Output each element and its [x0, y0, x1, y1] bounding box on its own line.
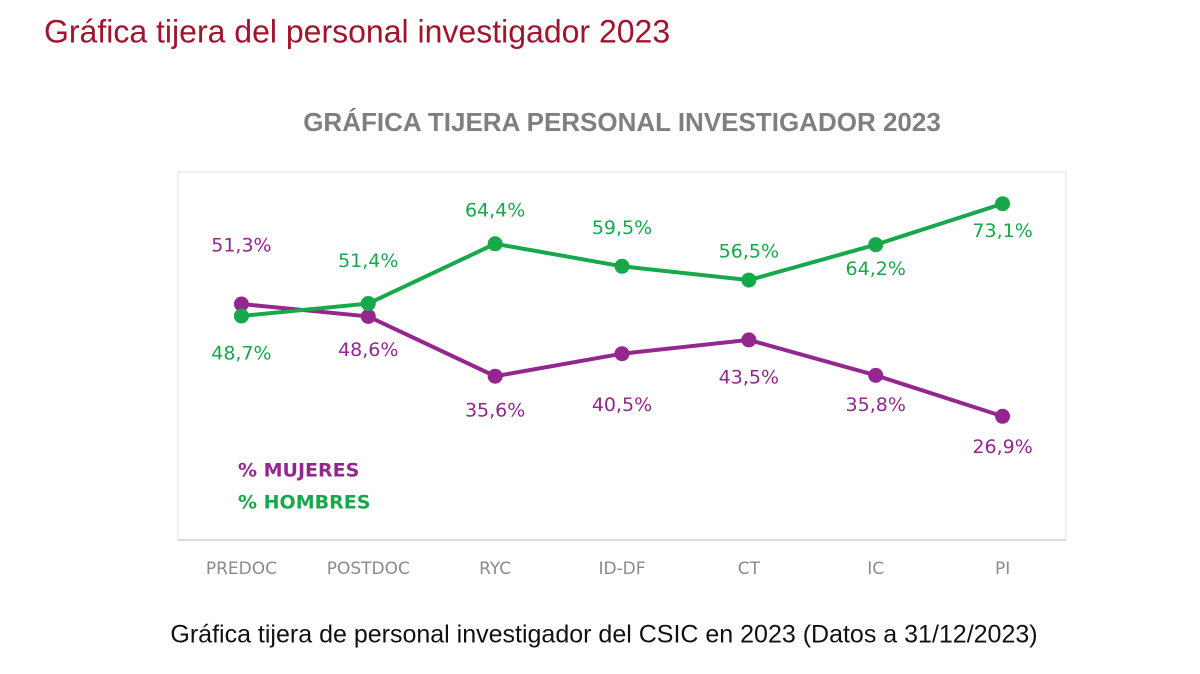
data-label: 64,4% — [465, 199, 525, 221]
x-tick-label: ID-DF — [598, 559, 645, 579]
data-label: 73,1% — [972, 220, 1032, 242]
x-tick-label: RYC — [479, 559, 511, 579]
marker — [360, 308, 376, 324]
x-tick-label: PREDOC — [206, 559, 277, 579]
data-label: 48,6% — [338, 339, 398, 361]
marker — [487, 236, 503, 252]
marker — [868, 367, 884, 383]
marker — [614, 346, 630, 362]
data-label: 43,5% — [719, 366, 779, 388]
marker — [741, 332, 757, 348]
data-label: 51,4% — [338, 250, 398, 272]
legend-entry: % MUJERES — [238, 460, 359, 482]
data-label: 26,9% — [972, 436, 1032, 458]
x-tick-label: PI — [995, 559, 1010, 579]
marker — [868, 237, 884, 253]
marker — [233, 296, 249, 312]
data-label: 40,5% — [592, 394, 652, 416]
data-label: 48,7% — [211, 342, 271, 364]
data-label: 35,8% — [846, 394, 906, 416]
legend-entry: % HOMBRES — [238, 492, 370, 514]
caption: Gráfica tijera de personal investigador … — [170, 621, 1037, 649]
data-label: 51,3% — [211, 235, 271, 257]
data-label: 64,2% — [846, 258, 906, 280]
marker — [995, 408, 1011, 424]
x-tick-label: POSTDOC — [327, 559, 410, 579]
marker — [360, 296, 376, 312]
x-tick-label: IC — [867, 559, 884, 579]
marker — [995, 196, 1011, 212]
marker — [233, 308, 249, 324]
data-label: 35,6% — [465, 400, 525, 422]
chart-title: GRÁFICA TIJERA PERSONAL INVESTIGADOR 202… — [303, 107, 941, 137]
marker — [741, 272, 757, 288]
marker — [487, 368, 503, 384]
marker — [614, 258, 630, 274]
x-tick-label: CT — [738, 559, 761, 579]
page-title: Gráfica tijera del personal investigador… — [44, 13, 670, 49]
data-label: 56,5% — [719, 241, 779, 263]
data-label: 59,5% — [592, 217, 652, 239]
